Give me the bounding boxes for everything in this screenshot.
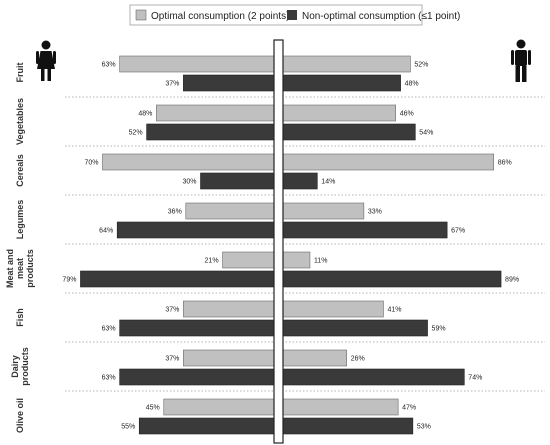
category-label: Vegetables (15, 98, 25, 145)
value-labels: 63% 52% 37% 48% 48% 46% 52% 54% 70% 86% 30% 14% 36% 3… (62, 62, 519, 431)
value-label-men: 26% (351, 356, 365, 363)
value-label-men: 59% (432, 326, 446, 333)
value-label-men: 47% (402, 405, 416, 412)
category-label-line: products (20, 347, 30, 386)
bar-men-non-optimal (282, 221, 448, 239)
category-label: Cereals (15, 154, 25, 187)
bar-men-optimal (282, 398, 399, 416)
category-label-line: products (25, 249, 35, 288)
value-label-women: 63% (102, 375, 116, 382)
value-label-men: 74% (468, 375, 482, 382)
bar-men-optimal (282, 300, 384, 318)
bar-women-non-optimal (200, 172, 275, 190)
value-label-women: 79% (62, 277, 76, 284)
value-label-women: 36% (168, 209, 182, 216)
bar-men-optimal (282, 104, 396, 122)
bar-men-non-optimal (282, 172, 318, 190)
bar-men-optimal (282, 55, 411, 73)
bar-women-optimal (185, 202, 275, 220)
value-label-women: 37% (165, 356, 179, 363)
bar-men-optimal (282, 202, 365, 220)
bar-men-optimal (282, 153, 494, 171)
man-icon (511, 39, 531, 82)
bar-women-non-optimal (138, 417, 275, 435)
bar-men-non-optimal (282, 74, 401, 92)
bars (80, 55, 502, 435)
bar-women-non-optimal (119, 368, 275, 386)
bar-women-optimal (183, 349, 275, 367)
category-label-line: Meat and (5, 249, 15, 288)
value-label-men: 54% (419, 130, 433, 137)
legend-swatch-non-optimal (287, 10, 297, 20)
value-label-women: 30% (182, 179, 196, 186)
bar-men-optimal (282, 349, 348, 367)
value-label-men: 14% (321, 179, 335, 186)
center-axis-divider (273, 39, 284, 444)
value-label-men: 11% (314, 258, 328, 265)
bar-women-non-optimal (183, 74, 275, 92)
bar-women-non-optimal (80, 270, 275, 288)
value-label-men: 89% (505, 277, 519, 284)
bar-women-non-optimal (116, 221, 275, 239)
legend: Optimal consumption (2 points) Non-optim… (129, 4, 460, 26)
bar-women-optimal (183, 300, 275, 318)
value-label-women: 45% (146, 405, 160, 412)
value-label-women: 55% (121, 424, 135, 431)
category-label-line: Fish (15, 308, 25, 327)
value-label-men: 33% (368, 209, 382, 216)
category-label: Fish (15, 308, 25, 327)
bar-men-optimal (282, 251, 311, 269)
value-label-women: 37% (165, 307, 179, 314)
legend-label-non-optimal: Non-optimal consumption (≤1 point) (302, 11, 460, 22)
bar-women-non-optimal (146, 123, 275, 141)
value-label-men: 46% (400, 111, 414, 118)
value-label-women: 48% (138, 111, 152, 118)
category-label-line: Legumes (15, 200, 25, 240)
value-label-men: 53% (417, 424, 431, 431)
bar-women-optimal (163, 398, 275, 416)
category-label-line: Vegetables (15, 98, 25, 145)
category-label-line: Olive oil (15, 398, 25, 433)
value-label-men: 52% (414, 62, 428, 69)
value-label-women: 70% (84, 160, 98, 167)
bar-women-optimal (156, 104, 275, 122)
bar-men-non-optimal (282, 123, 416, 141)
bar-women-optimal (119, 55, 275, 73)
value-label-women: 63% (102, 62, 116, 69)
category-separators (65, 96, 545, 392)
category-label-line: Fruit (15, 63, 25, 83)
bar-men-non-optimal (282, 368, 465, 386)
value-label-women: 64% (99, 228, 113, 235)
value-label-women: 37% (165, 81, 179, 88)
category-label: Fruit (15, 63, 25, 83)
category-label: Meat andmeatproducts (5, 249, 35, 288)
category-label-line: Cereals (15, 154, 25, 187)
value-label-men: 48% (405, 81, 419, 88)
legend-label-optimal: Optimal consumption (2 points) (151, 11, 289, 22)
value-label-women: 63% (102, 326, 116, 333)
category-label-line: Dairy (10, 355, 20, 378)
bar-men-non-optimal (282, 319, 428, 337)
value-label-women: 52% (129, 130, 143, 137)
bar-men-non-optimal (282, 417, 414, 435)
woman-icon (36, 40, 56, 81)
bar-men-non-optimal (282, 270, 502, 288)
bar-women-optimal (222, 251, 275, 269)
value-label-men: 67% (451, 228, 465, 235)
legend-box (129, 4, 423, 26)
category-label: Legumes (15, 200, 25, 240)
category-label: Dairyproducts (10, 347, 30, 386)
category-label-line: meat (15, 258, 25, 279)
bar-women-non-optimal (119, 319, 275, 337)
legend-swatch-optimal (135, 9, 147, 21)
value-label-men: 86% (498, 160, 512, 167)
value-label-men: 41% (387, 307, 401, 314)
category-label: Olive oil (15, 398, 25, 433)
value-label-women: 21% (205, 258, 219, 265)
bar-women-optimal (102, 153, 275, 171)
